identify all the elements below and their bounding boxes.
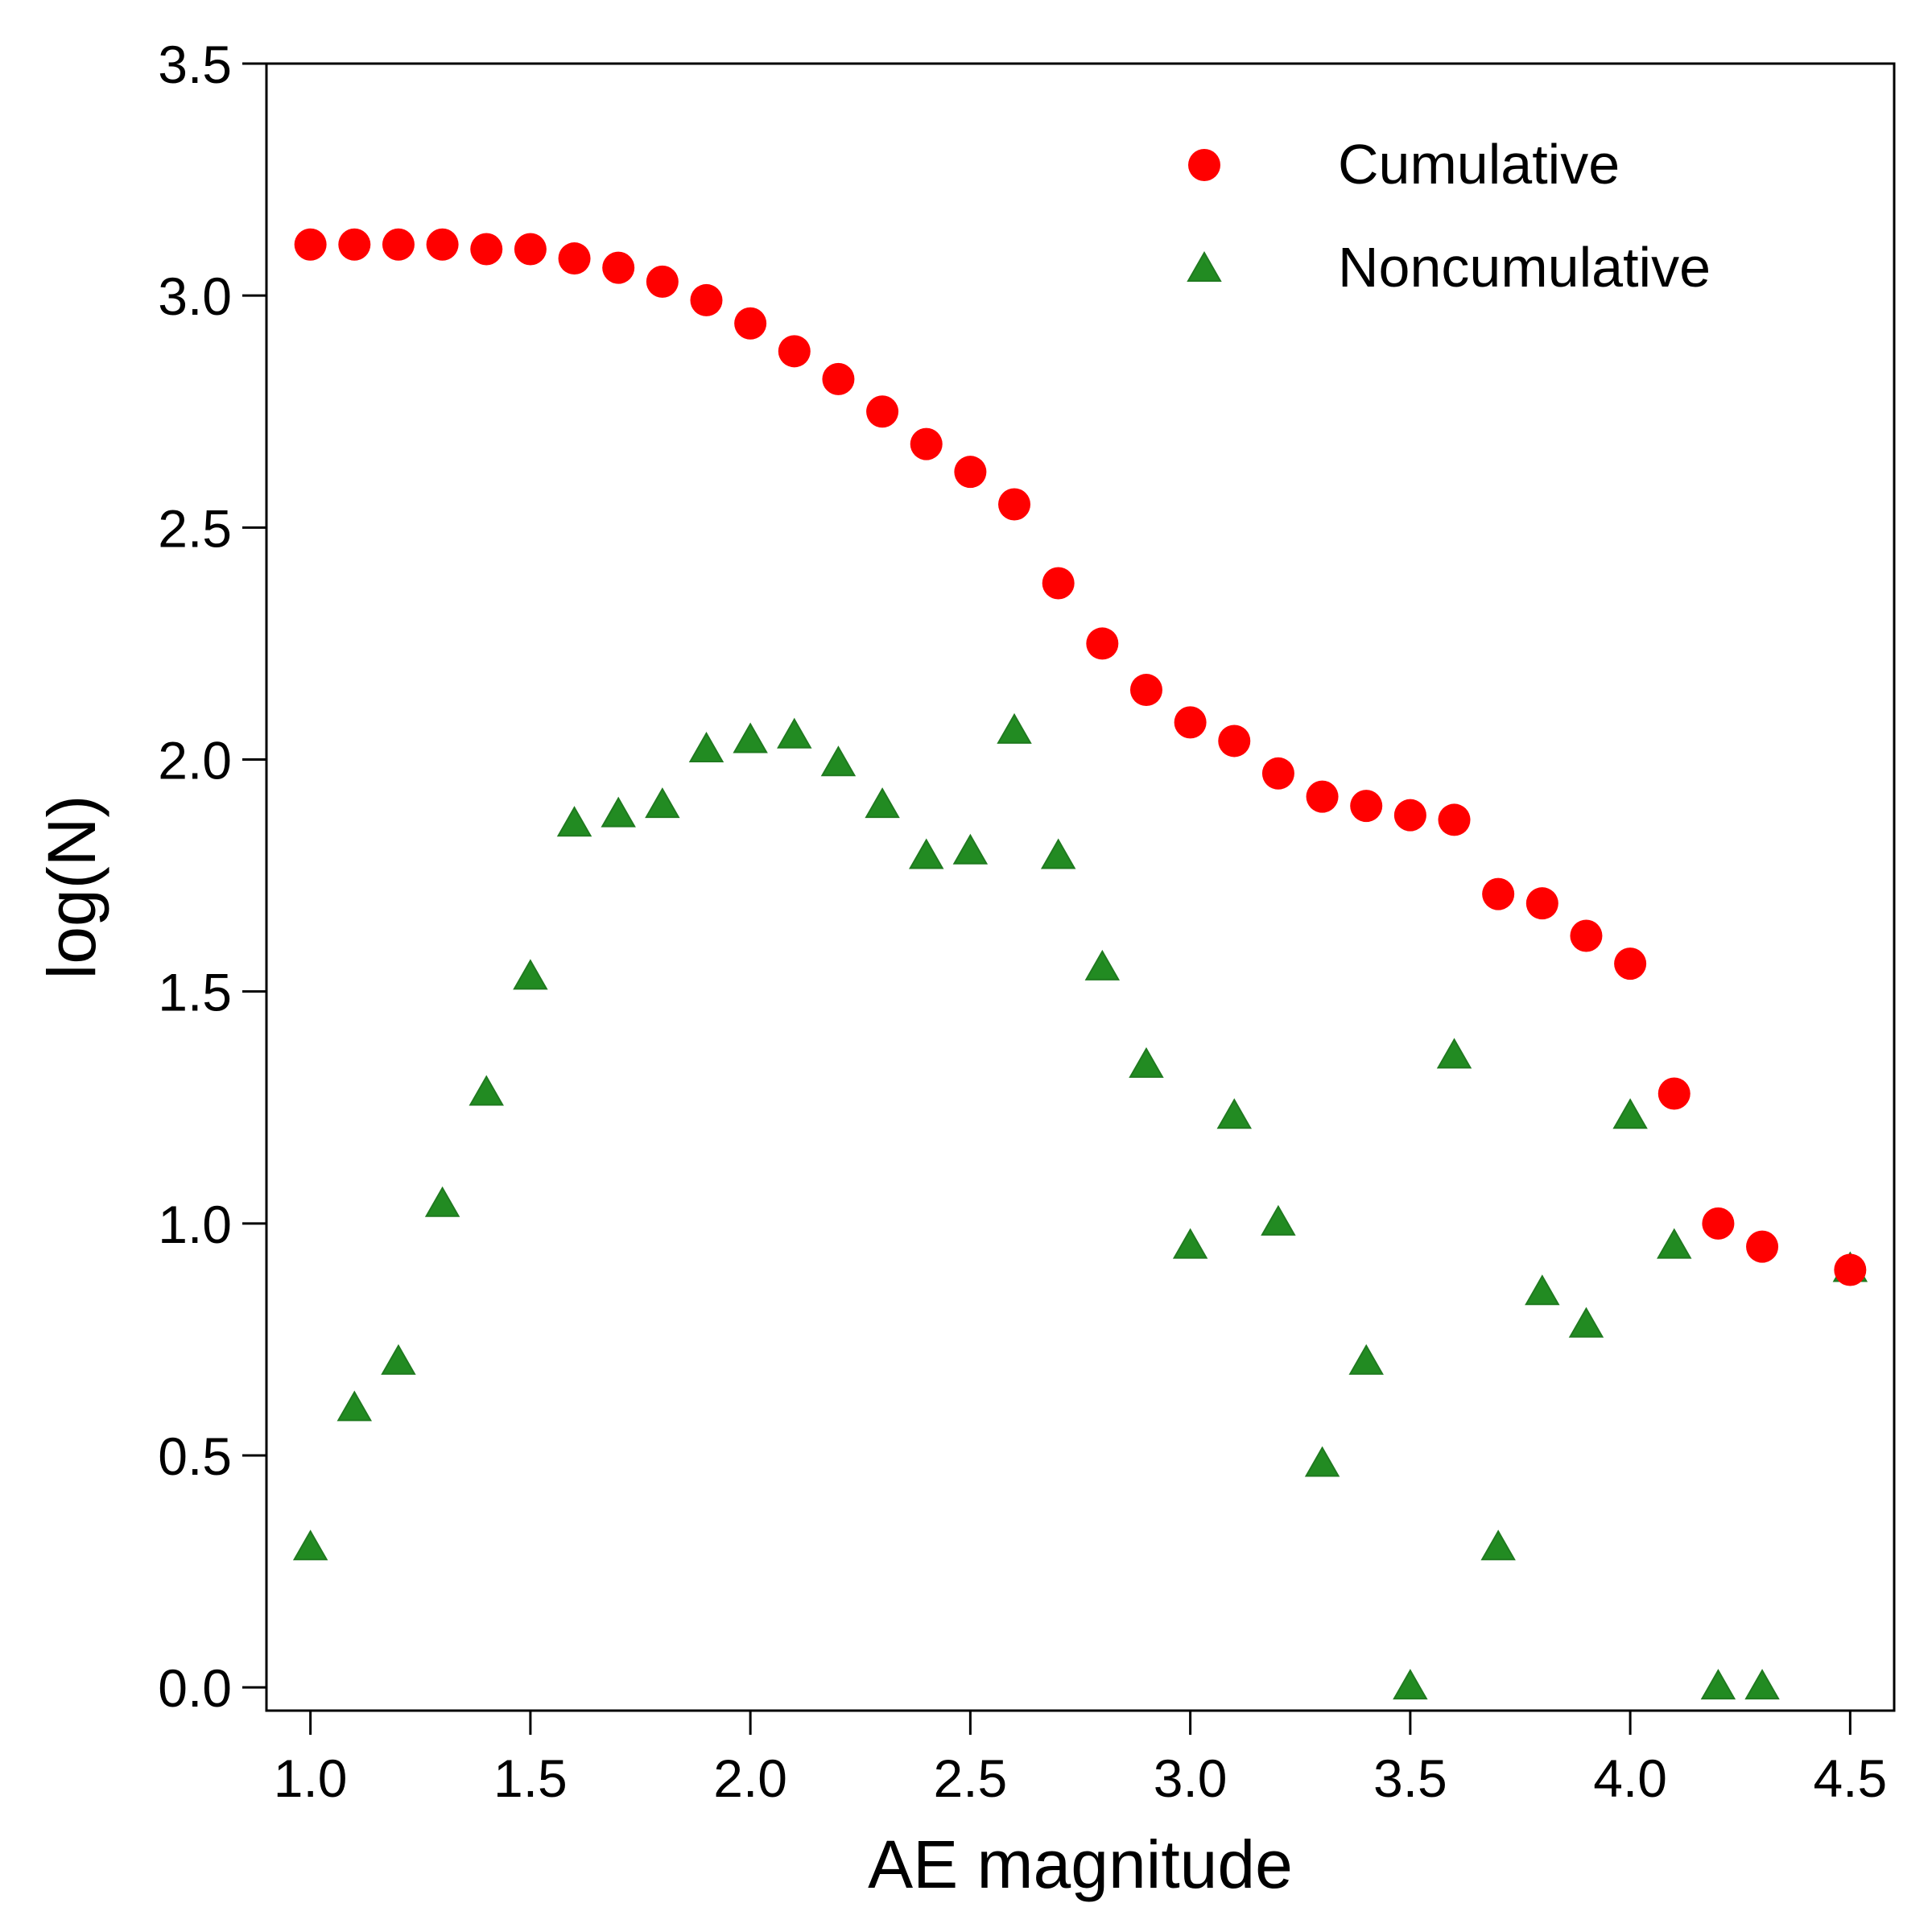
noncumulative-point xyxy=(645,787,680,819)
noncumulative-point xyxy=(424,1186,460,1217)
noncumulative-point xyxy=(777,717,812,749)
noncumulative-point xyxy=(292,1530,328,1561)
x-tick-label: 3.5 xyxy=(1373,1748,1447,1808)
noncumulative-point xyxy=(997,712,1032,744)
noncumulative-point xyxy=(688,731,724,762)
noncumulative-point xyxy=(1525,1274,1560,1306)
noncumulative-point xyxy=(1436,1038,1472,1069)
cumulative-point xyxy=(294,228,327,261)
cumulative-point xyxy=(998,488,1031,521)
cumulative-point xyxy=(1086,627,1119,660)
cumulative-point xyxy=(514,233,547,266)
noncumulative-point xyxy=(556,806,592,837)
cumulative-point xyxy=(382,228,415,261)
y-tick-label: 1.0 xyxy=(158,1195,232,1254)
x-tick-label: 3.0 xyxy=(1154,1748,1228,1808)
cumulative-point xyxy=(338,228,371,261)
y-axis-title: log(N) xyxy=(34,795,109,980)
cumulative-point xyxy=(1174,706,1207,739)
cumulative-point xyxy=(1261,757,1294,790)
cumulative-point xyxy=(1306,780,1339,813)
legend-marker-noncumulative xyxy=(1187,250,1222,282)
noncumulative-point xyxy=(1393,1669,1428,1700)
x-axis-title: AE magnitude xyxy=(868,1827,1293,1902)
cumulative-point xyxy=(1393,799,1426,832)
cumulative-point xyxy=(1614,947,1647,980)
noncumulative-point xyxy=(1700,1669,1736,1700)
cumulative-point xyxy=(1657,1077,1690,1110)
noncumulative-point xyxy=(1348,1344,1384,1375)
cumulative-point xyxy=(954,456,987,489)
noncumulative-point xyxy=(336,1390,373,1422)
noncumulative-point xyxy=(909,838,944,869)
cumulative-point xyxy=(690,283,723,316)
legend: Cumulative Noncumulative xyxy=(1187,133,1711,299)
noncumulative-point xyxy=(601,796,636,828)
y-tick-label: 0.0 xyxy=(158,1658,232,1718)
x-tick-label: 1.0 xyxy=(274,1748,348,1808)
cumulative-point xyxy=(1218,724,1251,758)
noncumulative-point xyxy=(820,745,857,777)
plot-area-frame xyxy=(265,62,1896,1712)
noncumulative-point xyxy=(381,1344,416,1375)
cumulative-point xyxy=(910,427,943,460)
noncumulative-point xyxy=(1261,1204,1296,1236)
cumulative-point xyxy=(1350,790,1383,823)
cumulative-point xyxy=(1746,1230,1779,1263)
cumulative-point xyxy=(778,335,811,368)
noncumulative-point xyxy=(1657,1228,1692,1259)
cumulative-point xyxy=(1570,919,1603,952)
cumulative-point xyxy=(1129,674,1162,707)
noncumulative-point xyxy=(733,722,768,753)
y-tick-label: 2.5 xyxy=(158,498,232,558)
noncumulative-point xyxy=(513,959,548,990)
x-tick-label: 1.5 xyxy=(493,1748,568,1808)
legend-marker-cumulative xyxy=(1188,149,1220,181)
noncumulative-point xyxy=(1612,1098,1648,1129)
axis-ticks: 1.0 1.5 2.0 2.5 3.0 3.5 4.0 4.5 0.0 0.5 1.0 1.5 2.0 2… xyxy=(158,35,1887,1808)
cumulative-point xyxy=(822,362,855,395)
x-tick-label: 4.5 xyxy=(1813,1748,1887,1808)
cumulative-point xyxy=(1834,1253,1867,1286)
cumulative-point xyxy=(734,307,767,340)
y-tick-label: 3.5 xyxy=(158,35,232,94)
cumulative-point xyxy=(426,228,459,261)
noncumulative-point xyxy=(1216,1098,1252,1129)
cumulative-point xyxy=(1438,803,1471,836)
noncumulative-point xyxy=(1129,1046,1164,1078)
noncumulative-point xyxy=(1480,1530,1516,1561)
legend-label-cumulative: Cumulative xyxy=(1338,133,1620,196)
x-tick-label: 4.0 xyxy=(1593,1748,1667,1808)
noncumulative-point xyxy=(1568,1307,1604,1338)
y-tick-label: 1.5 xyxy=(158,963,232,1022)
cumulative-point xyxy=(1525,887,1558,920)
cumulative-point xyxy=(1702,1207,1735,1240)
cumulative-point xyxy=(1482,877,1515,910)
noncumulative-point xyxy=(469,1075,504,1106)
noncumulative-point xyxy=(865,787,900,819)
cumulative-point xyxy=(646,265,679,298)
noncumulative-point xyxy=(1084,949,1121,980)
cumulative-point xyxy=(1042,567,1075,600)
noncumulative-point xyxy=(1040,838,1076,869)
y-tick-label: 3.0 xyxy=(158,266,232,326)
noncumulative-point xyxy=(952,833,989,865)
y-tick-label: 2.0 xyxy=(158,731,232,791)
cumulative-point xyxy=(558,242,591,275)
y-tick-label: 0.5 xyxy=(158,1426,232,1486)
cumulative-point xyxy=(866,395,899,428)
cumulative-point xyxy=(602,251,635,284)
x-tick-label: 2.5 xyxy=(934,1748,1008,1808)
legend-label-noncumulative: Noncumulative xyxy=(1338,236,1711,299)
cumulative-point xyxy=(470,233,503,266)
noncumulative-point xyxy=(1744,1669,1780,1700)
x-tick-label: 2.0 xyxy=(713,1748,787,1808)
noncumulative-point xyxy=(1172,1228,1208,1259)
data-points xyxy=(292,228,1868,1700)
noncumulative-point xyxy=(1304,1446,1340,1477)
